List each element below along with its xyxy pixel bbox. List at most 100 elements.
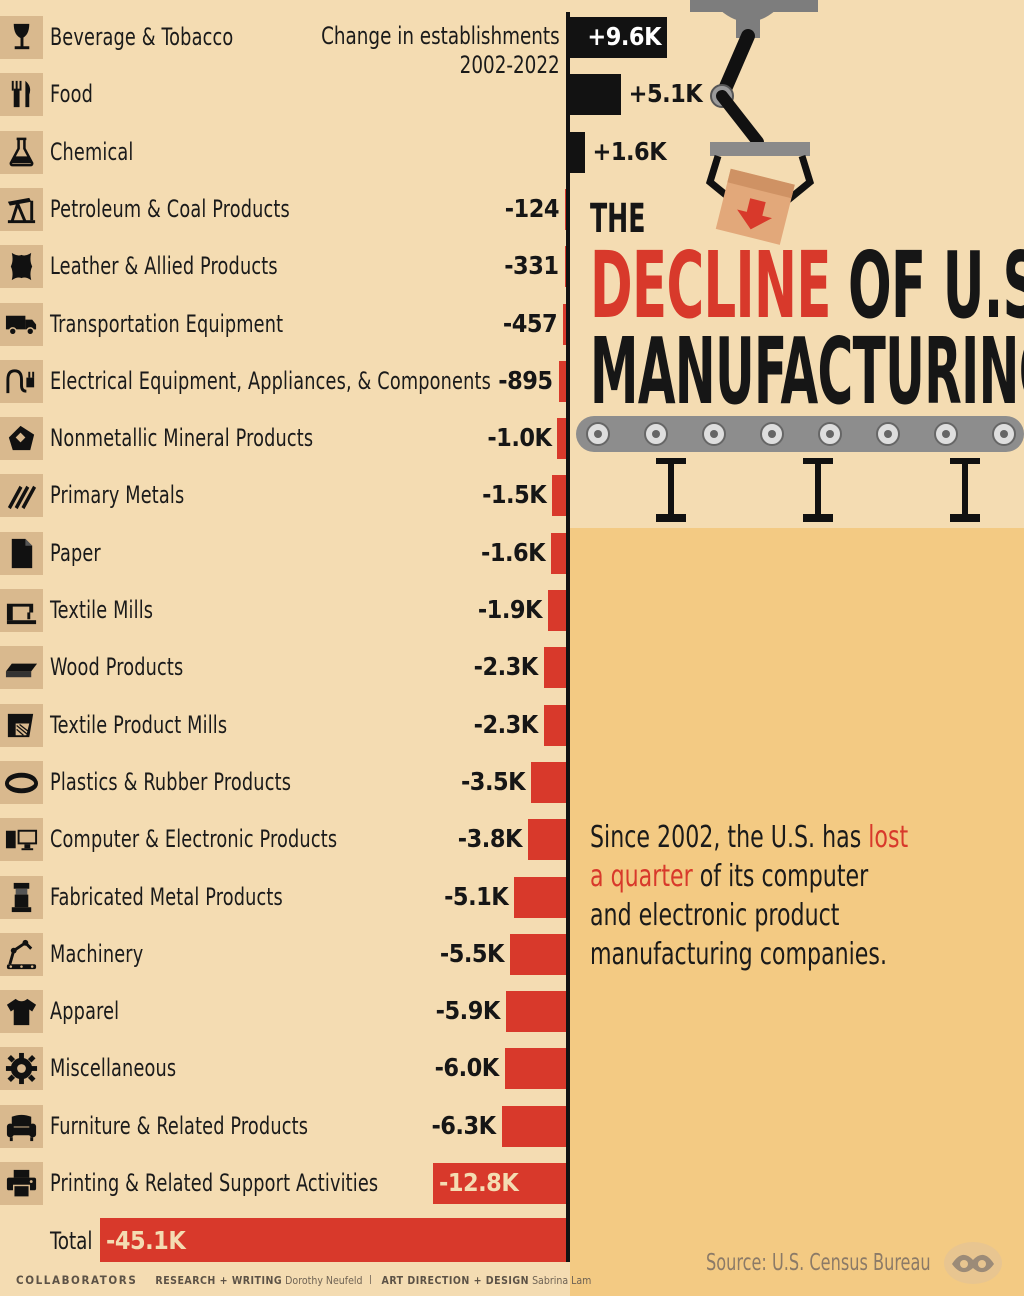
bar bbox=[531, 761, 568, 803]
note-line-2b: of its computer bbox=[692, 859, 869, 894]
category-label: Machinery bbox=[50, 939, 144, 968]
visual-capitalist-logo-icon bbox=[944, 1242, 1002, 1284]
category-label: Nonmetallic Mineral Products bbox=[50, 424, 314, 453]
bar bbox=[505, 991, 568, 1033]
category-label: Wood Products bbox=[50, 653, 184, 682]
category-label: Electrical Equipment, Appliances, & Comp… bbox=[50, 366, 491, 395]
bar bbox=[568, 17, 667, 58]
printer-icon bbox=[0, 1162, 43, 1205]
machinery-icon bbox=[0, 932, 43, 976]
note-highlight-quarter: a quarter bbox=[590, 859, 693, 894]
rubber-ring-icon bbox=[0, 760, 43, 804]
note-text: Since 2002, the U.S. has lost a quarter … bbox=[590, 818, 990, 974]
flask-icon bbox=[0, 130, 43, 174]
value-label: -457 bbox=[502, 308, 558, 338]
legend-title-line1: Change in establishments bbox=[321, 22, 560, 50]
title-of-us: OF U.S. bbox=[848, 232, 1024, 339]
value-label: +9.6K bbox=[587, 22, 661, 51]
note-panel bbox=[570, 528, 1024, 1296]
category-label: Petroleum & Coal Products bbox=[50, 194, 290, 223]
total-value-label: -45.1K bbox=[106, 1226, 186, 1255]
category-label: Primary Metals bbox=[50, 481, 185, 510]
value-label: -1.9K bbox=[477, 595, 543, 624]
credits-design-name: Sabrina Lam bbox=[532, 1275, 592, 1287]
fork-knife-icon bbox=[0, 73, 43, 117]
value-label: -1.6K bbox=[481, 537, 546, 567]
category-label: Leather & Allied Products bbox=[50, 252, 278, 281]
category-label: Textile Product Mills bbox=[50, 710, 228, 739]
title-the: THE bbox=[590, 196, 646, 242]
credits-collaborators: COLLABORATORS bbox=[16, 1273, 138, 1287]
armchair-icon bbox=[0, 1104, 43, 1148]
legend-title: Change in establishments 2002-2022 bbox=[321, 22, 560, 80]
computer-icon bbox=[0, 818, 43, 862]
value-label: -2.3K bbox=[473, 652, 539, 682]
bar bbox=[563, 303, 568, 345]
value-label: -2.3K bbox=[473, 709, 539, 739]
value-label: -3.5K bbox=[460, 766, 526, 796]
category-label: Chemical bbox=[50, 137, 134, 166]
category-label: Miscellaneous bbox=[50, 1054, 177, 1083]
bar bbox=[543, 647, 568, 689]
credits-research-name: Dorothy Neufeld bbox=[285, 1275, 363, 1287]
category-label: Plastics & Rubber Products bbox=[50, 767, 292, 796]
category-label: Printing & Related Support Activities bbox=[50, 1169, 379, 1197]
textile-icon bbox=[0, 703, 43, 747]
value-label: +5.1K bbox=[628, 79, 703, 109]
shirt-icon bbox=[0, 990, 43, 1034]
value-label: +1.6K bbox=[592, 136, 667, 166]
bar bbox=[557, 418, 568, 460]
bar bbox=[433, 1163, 568, 1204]
category-label: Beverage & Tobacco bbox=[50, 23, 234, 51]
metal-part-icon bbox=[0, 875, 43, 919]
category-label: Furniture & Related Products bbox=[50, 1111, 309, 1140]
bar bbox=[558, 360, 568, 402]
bar bbox=[551, 532, 568, 574]
bar bbox=[509, 933, 568, 975]
value-label: -3.8K bbox=[457, 824, 523, 854]
value-label: -5.5K bbox=[439, 938, 505, 968]
value-label: -12.8K bbox=[439, 1168, 519, 1197]
note-highlight-lost: lost bbox=[868, 820, 909, 855]
note-line-2: a quarter of its computer bbox=[590, 857, 918, 896]
sewing-machine-icon bbox=[0, 589, 43, 632]
source-text: Source: U.S. Census Bureau bbox=[706, 1250, 931, 1276]
total-bar bbox=[100, 1218, 568, 1262]
mineral-icon bbox=[0, 417, 43, 461]
category-label: Computer & Electronic Products bbox=[50, 825, 338, 854]
zero-axis-line bbox=[566, 12, 570, 1262]
truck-icon bbox=[0, 302, 43, 346]
value-label: -895 bbox=[498, 365, 553, 395]
note-line-3: and electronic product bbox=[590, 898, 840, 933]
category-label: Textile Mills bbox=[50, 596, 154, 624]
value-label: -6.3K bbox=[431, 1110, 496, 1140]
total-label: Total bbox=[50, 1227, 93, 1255]
note-line-1: Since 2002, the U.S. has lost bbox=[590, 818, 918, 857]
credits-design-label: ART DIRECTION + DESIGN bbox=[381, 1275, 530, 1287]
value-label: -6.0K bbox=[434, 1053, 500, 1083]
metal-bars-icon bbox=[0, 474, 43, 518]
bar bbox=[568, 74, 621, 116]
oil-pump-icon bbox=[0, 187, 43, 231]
title-decline: DECLINE bbox=[590, 232, 831, 339]
category-label: Apparel bbox=[50, 997, 120, 1026]
value-label: -5.1K bbox=[444, 881, 509, 911]
category-label: Transportation Equipment bbox=[50, 309, 284, 338]
title-manufacturing: MANUFACTURING bbox=[590, 318, 1024, 425]
credits-research-label: RESEARCH + WRITING bbox=[155, 1275, 283, 1287]
bar bbox=[568, 131, 585, 173]
bar bbox=[543, 704, 568, 746]
leather-hide-icon bbox=[0, 245, 43, 289]
wood-plank-icon bbox=[0, 646, 43, 690]
robot-arm-illustration bbox=[576, 0, 1024, 522]
category-label: Paper bbox=[50, 538, 101, 567]
bar bbox=[547, 590, 568, 631]
paper-icon bbox=[0, 531, 43, 575]
value-label: -1.0K bbox=[487, 423, 552, 453]
credits: COLLABORATORS RESEARCH + WRITING Dorothy… bbox=[16, 1273, 591, 1287]
plug-icon bbox=[0, 359, 43, 403]
category-label: Fabricated Metal Products bbox=[50, 882, 283, 911]
bar bbox=[501, 1105, 568, 1147]
category-label: Food bbox=[50, 80, 94, 109]
